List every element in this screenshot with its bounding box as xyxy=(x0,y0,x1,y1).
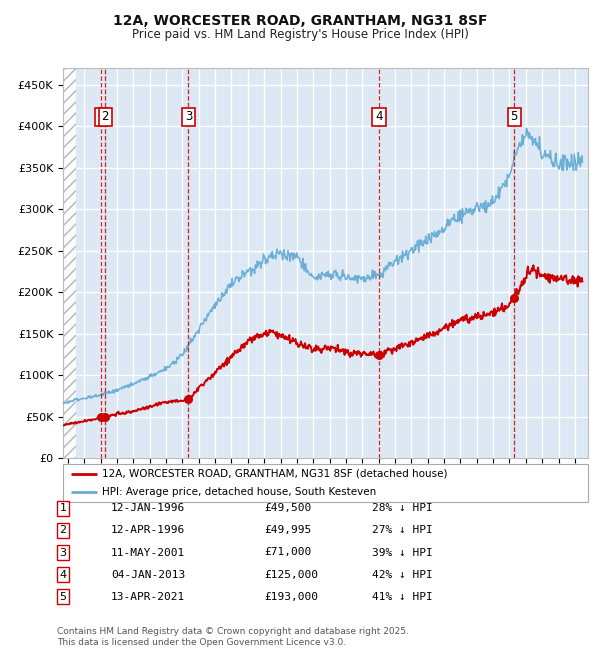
Text: Price paid vs. HM Land Registry's House Price Index (HPI): Price paid vs. HM Land Registry's House … xyxy=(131,28,469,41)
Text: 41% ↓ HPI: 41% ↓ HPI xyxy=(372,592,433,602)
Text: 42% ↓ HPI: 42% ↓ HPI xyxy=(372,569,433,580)
Text: £193,000: £193,000 xyxy=(264,592,318,602)
Text: HPI: Average price, detached house, South Kesteven: HPI: Average price, detached house, Sout… xyxy=(103,488,377,497)
Text: 11-MAY-2001: 11-MAY-2001 xyxy=(111,547,185,558)
Text: 1: 1 xyxy=(59,503,67,514)
Text: 04-JAN-2013: 04-JAN-2013 xyxy=(111,569,185,580)
Text: 12A, WORCESTER ROAD, GRANTHAM, NG31 8SF: 12A, WORCESTER ROAD, GRANTHAM, NG31 8SF xyxy=(113,14,487,29)
Text: 27% ↓ HPI: 27% ↓ HPI xyxy=(372,525,433,536)
FancyBboxPatch shape xyxy=(63,464,588,502)
Text: 12-APR-1996: 12-APR-1996 xyxy=(111,525,185,536)
Text: 39% ↓ HPI: 39% ↓ HPI xyxy=(372,547,433,558)
Text: Contains HM Land Registry data © Crown copyright and database right 2025.
This d: Contains HM Land Registry data © Crown c… xyxy=(57,627,409,647)
Text: £49,995: £49,995 xyxy=(264,525,311,536)
Text: 2: 2 xyxy=(59,525,67,536)
Text: £125,000: £125,000 xyxy=(264,569,318,580)
Text: 1: 1 xyxy=(98,111,105,124)
Text: 12A, WORCESTER ROAD, GRANTHAM, NG31 8SF (detached house): 12A, WORCESTER ROAD, GRANTHAM, NG31 8SF … xyxy=(103,469,448,478)
Text: £71,000: £71,000 xyxy=(264,547,311,558)
Text: 13-APR-2021: 13-APR-2021 xyxy=(111,592,185,602)
Text: 4: 4 xyxy=(59,569,67,580)
Bar xyxy=(63,68,76,458)
Text: 12-JAN-1996: 12-JAN-1996 xyxy=(111,503,185,514)
Text: 5: 5 xyxy=(59,592,67,602)
Text: 3: 3 xyxy=(185,111,192,124)
Text: 2: 2 xyxy=(101,111,109,124)
Text: 5: 5 xyxy=(511,111,518,124)
Text: 28% ↓ HPI: 28% ↓ HPI xyxy=(372,503,433,514)
Text: 3: 3 xyxy=(59,547,67,558)
Text: 4: 4 xyxy=(375,111,383,124)
Text: £49,500: £49,500 xyxy=(264,503,311,514)
